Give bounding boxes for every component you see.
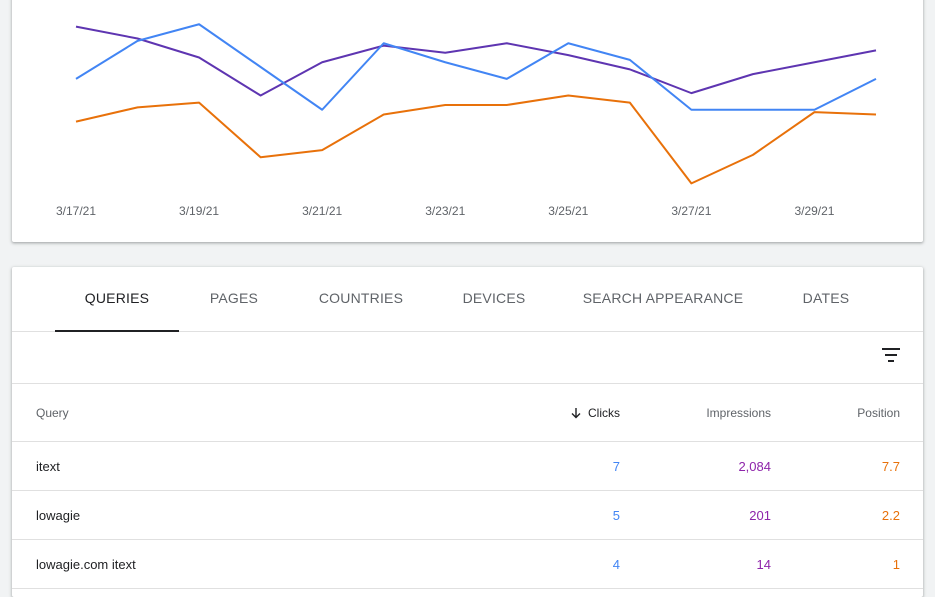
impressions-cell: 14 bbox=[756, 556, 771, 572]
table-row[interactable]: lowagie.com itext 4 14 1 bbox=[12, 540, 923, 589]
impressions-cell: 2,084 bbox=[738, 458, 771, 474]
performance-table-card: QUERIES PAGES COUNTRIES DEVICES SEARCH A… bbox=[12, 267, 923, 597]
clicks-cell: 4 bbox=[612, 556, 620, 572]
column-header-impressions[interactable]: Impressions bbox=[706, 405, 771, 420]
tab-pages[interactable]: PAGES bbox=[209, 290, 259, 306]
series-line-2 bbox=[75, 94, 877, 185]
clicks-cell: 7 bbox=[612, 458, 620, 474]
performance-chart-card: 3/17/21 3/19/21 3/21/21 3/23/21 3/25/21 3/27/… bbox=[12, 0, 923, 242]
position-cell: 2.2 bbox=[881, 507, 900, 523]
query-cell: lowagie bbox=[36, 507, 81, 523]
tab-countries[interactable]: COUNTRIES bbox=[318, 290, 404, 306]
filter-list-icon[interactable] bbox=[881, 348, 901, 366]
dimension-tabs: QUERIES PAGES COUNTRIES DEVICES SEARCH A… bbox=[12, 267, 923, 332]
x-tick-label: 3/21/21 bbox=[302, 204, 342, 218]
impressions-cell: 201 bbox=[749, 507, 771, 523]
tab-queries[interactable]: QUERIES bbox=[84, 290, 150, 306]
tab-search-appearance[interactable]: SEARCH APPEARANCE bbox=[582, 290, 744, 306]
series-line-0 bbox=[75, 25, 877, 97]
column-header-query[interactable]: Query bbox=[36, 405, 69, 420]
position-cell: 7.7 bbox=[881, 458, 900, 474]
active-tab-indicator bbox=[55, 330, 179, 332]
x-tick-label: 3/19/21 bbox=[179, 204, 219, 218]
query-cell: itext bbox=[36, 458, 60, 474]
table-row[interactable]: lowagie 5 201 2.2 bbox=[12, 491, 923, 540]
column-header-position[interactable]: Position bbox=[857, 405, 900, 420]
x-tick-label: 3/27/21 bbox=[671, 204, 711, 218]
clicks-cell: 5 bbox=[612, 507, 620, 523]
x-tick-label: 3/23/21 bbox=[425, 204, 465, 218]
column-header-clicks[interactable]: Clicks bbox=[570, 384, 620, 441]
x-tick-label: 3/17/21 bbox=[56, 204, 96, 218]
x-tick-label: 3/29/21 bbox=[794, 204, 834, 218]
table-header-row: Query Clicks Impressions Position bbox=[12, 384, 923, 442]
arrow-downward-icon bbox=[571, 407, 581, 418]
table-row[interactable]: itext 7 2,084 7.7 bbox=[12, 442, 923, 491]
column-header-clicks-label: Clicks bbox=[588, 405, 620, 420]
performance-line-chart: 3/17/21 3/19/21 3/21/21 3/23/21 3/25/21 3/27/… bbox=[56, 23, 877, 218]
table-filter-bar bbox=[12, 332, 923, 384]
position-cell: 1 bbox=[892, 556, 900, 572]
tab-dates[interactable]: DATES bbox=[802, 290, 850, 306]
x-tick-label: 3/25/21 bbox=[548, 204, 588, 218]
query-cell: lowagie.com itext bbox=[36, 556, 136, 572]
tab-devices[interactable]: DEVICES bbox=[462, 290, 526, 306]
series-line-1 bbox=[75, 23, 877, 111]
